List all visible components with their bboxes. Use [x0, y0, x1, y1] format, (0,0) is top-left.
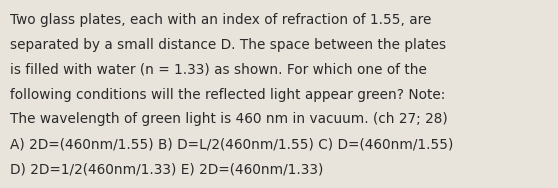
- Text: is filled with water (n = 1.33) as shown. For which one of the: is filled with water (n = 1.33) as shown…: [10, 63, 427, 77]
- Text: separated by a small distance D. The space between the plates: separated by a small distance D. The spa…: [10, 38, 446, 52]
- Text: D) 2D=1/2(460nm/1.33) E) 2D=(460nm/1.33): D) 2D=1/2(460nm/1.33) E) 2D=(460nm/1.33): [10, 162, 324, 176]
- Text: Two glass plates, each with an index of refraction of 1.55, are: Two glass plates, each with an index of …: [10, 13, 431, 27]
- Text: The wavelength of green light is 460 nm in vacuum. (ch 27; 28): The wavelength of green light is 460 nm …: [10, 112, 448, 126]
- Text: A) 2D=(460nm/1.55) B) D=L/2(460nm/1.55) C) D=(460nm/1.55): A) 2D=(460nm/1.55) B) D=L/2(460nm/1.55) …: [10, 137, 454, 151]
- Text: following conditions will the reflected light appear green? Note:: following conditions will the reflected …: [10, 88, 445, 102]
